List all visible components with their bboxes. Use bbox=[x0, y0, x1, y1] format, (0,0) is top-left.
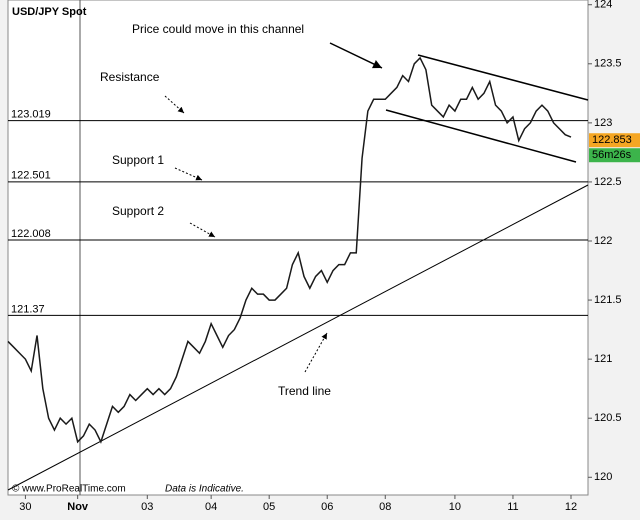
x-tick-label: 05 bbox=[263, 501, 275, 513]
countdown: 56m26s bbox=[592, 149, 632, 161]
y-tick-label: 121 bbox=[594, 353, 612, 365]
x-tick-label: 06 bbox=[321, 501, 333, 513]
y-tick-label: 123 bbox=[594, 117, 612, 129]
x-tick-label: 03 bbox=[141, 501, 153, 513]
level-label: 122.008 bbox=[11, 228, 51, 240]
price-box bbox=[589, 133, 640, 148]
arrow bbox=[304, 332, 328, 373]
x-tick-label: 04 bbox=[205, 501, 217, 513]
y-tick-label: 122.5 bbox=[594, 176, 622, 188]
y-tick-label: 123.5 bbox=[594, 58, 622, 70]
channel-top bbox=[417, 54, 589, 101]
annotation: Support 2 bbox=[112, 204, 164, 218]
price-label: 122.853 bbox=[592, 134, 632, 146]
note: Data is Indicative. bbox=[165, 484, 244, 495]
x-tick-label: 11 bbox=[507, 501, 518, 513]
arrow bbox=[329, 42, 383, 69]
x-tick-label: 08 bbox=[379, 501, 391, 513]
arrow bbox=[164, 95, 185, 114]
level-label: 121.37 bbox=[11, 303, 45, 315]
annotation: Price could move in this channel bbox=[132, 22, 304, 36]
y-tick-label: 124 bbox=[594, 0, 612, 11]
x-tick-label: 12 bbox=[565, 501, 577, 513]
price-line bbox=[7, 56, 572, 444]
x-tick-label: Nov bbox=[67, 501, 89, 513]
source: © www.ProRealTime.com bbox=[12, 484, 126, 495]
chart-title: USD/JPY Spot bbox=[12, 6, 87, 18]
trend-line bbox=[7, 184, 589, 491]
y-tick-label: 122 bbox=[594, 235, 612, 247]
x-tick-label: 10 bbox=[449, 501, 461, 513]
annotation: Resistance bbox=[100, 70, 160, 84]
annotation: Trend line bbox=[278, 384, 331, 398]
y-tick-label: 120 bbox=[594, 471, 612, 483]
plot-area bbox=[7, 0, 589, 496]
y-tick-label: 121.5 bbox=[594, 294, 622, 306]
level-label: 122.501 bbox=[11, 170, 51, 182]
level-label: 123.019 bbox=[11, 109, 51, 121]
annotation: Support 1 bbox=[112, 153, 164, 167]
arrow bbox=[174, 167, 203, 181]
countdown-box bbox=[589, 148, 640, 163]
x-tick-label: 30 bbox=[19, 501, 31, 513]
y-tick-label: 120.5 bbox=[594, 412, 622, 424]
channel-bottom bbox=[385, 109, 577, 163]
arrow bbox=[189, 222, 216, 238]
